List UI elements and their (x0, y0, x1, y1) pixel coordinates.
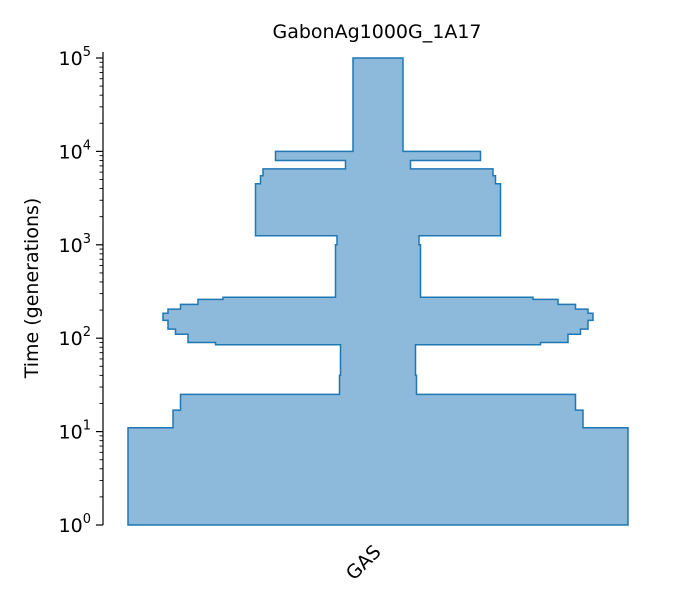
y-axis: 100 101 102 103 104 105 (59, 45, 104, 537)
y-tick-label: 100 (59, 512, 91, 537)
y-tick-label: 101 (59, 419, 91, 444)
chart-title: GabonAg1000G_1A17 (273, 21, 482, 43)
y-tick-label: 104 (59, 138, 91, 163)
y-tick-label: 102 (59, 325, 91, 350)
x-category-label: GAS (342, 541, 386, 585)
y-tick-label: 103 (59, 232, 91, 257)
x-axis: GAS (342, 541, 386, 585)
chart-marks (127, 57, 629, 526)
y-axis-label: Time (generations) (21, 198, 43, 380)
y-tick-label: 105 (59, 45, 91, 70)
deme-gas-shape (127, 57, 629, 526)
